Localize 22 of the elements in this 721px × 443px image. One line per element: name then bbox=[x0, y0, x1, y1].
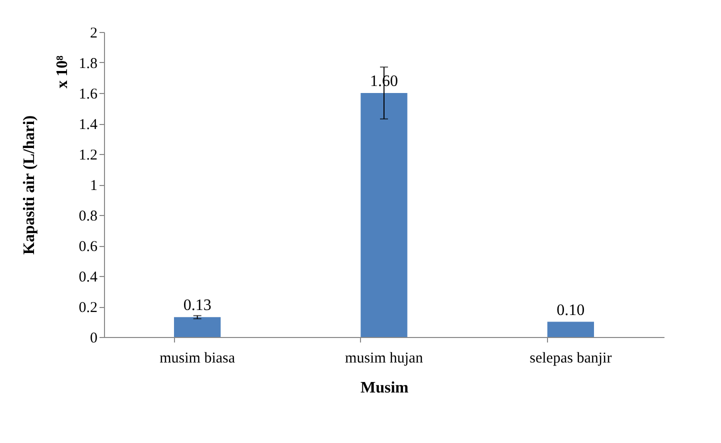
data-label: 0.10 bbox=[556, 302, 585, 319]
y-tick-label: 1 bbox=[90, 178, 98, 194]
y-tick-label: 0 bbox=[90, 330, 98, 346]
text: x 10⁸ bbox=[54, 55, 71, 88]
y-tick-label: 2 bbox=[90, 26, 98, 42]
x-axis-title: Musim bbox=[360, 380, 410, 396]
y-tick-label: 1.2 bbox=[78, 148, 98, 164]
y-axis-title: Kapasiti air (L/hari) bbox=[20, 115, 38, 255]
bar bbox=[547, 322, 594, 337]
y-tick-label: 1.8 bbox=[78, 56, 98, 72]
bar bbox=[174, 317, 221, 337]
y-tick-label: 1.4 bbox=[78, 117, 98, 133]
x-tick-label: selepas banjir bbox=[530, 350, 612, 366]
y-tick-label: 0.8 bbox=[78, 208, 98, 224]
y-tick-label: 0.2 bbox=[78, 300, 98, 316]
y-tick-label: 1.6 bbox=[78, 86, 98, 102]
data-label: 0.13 bbox=[183, 297, 212, 314]
y-tick-label: 0.6 bbox=[78, 239, 98, 255]
y-tick-label: 0.4 bbox=[78, 270, 98, 286]
x-tick-label: musim biasa bbox=[160, 350, 236, 366]
bar bbox=[360, 93, 408, 337]
x-tick-label: musim hujan bbox=[345, 350, 424, 366]
